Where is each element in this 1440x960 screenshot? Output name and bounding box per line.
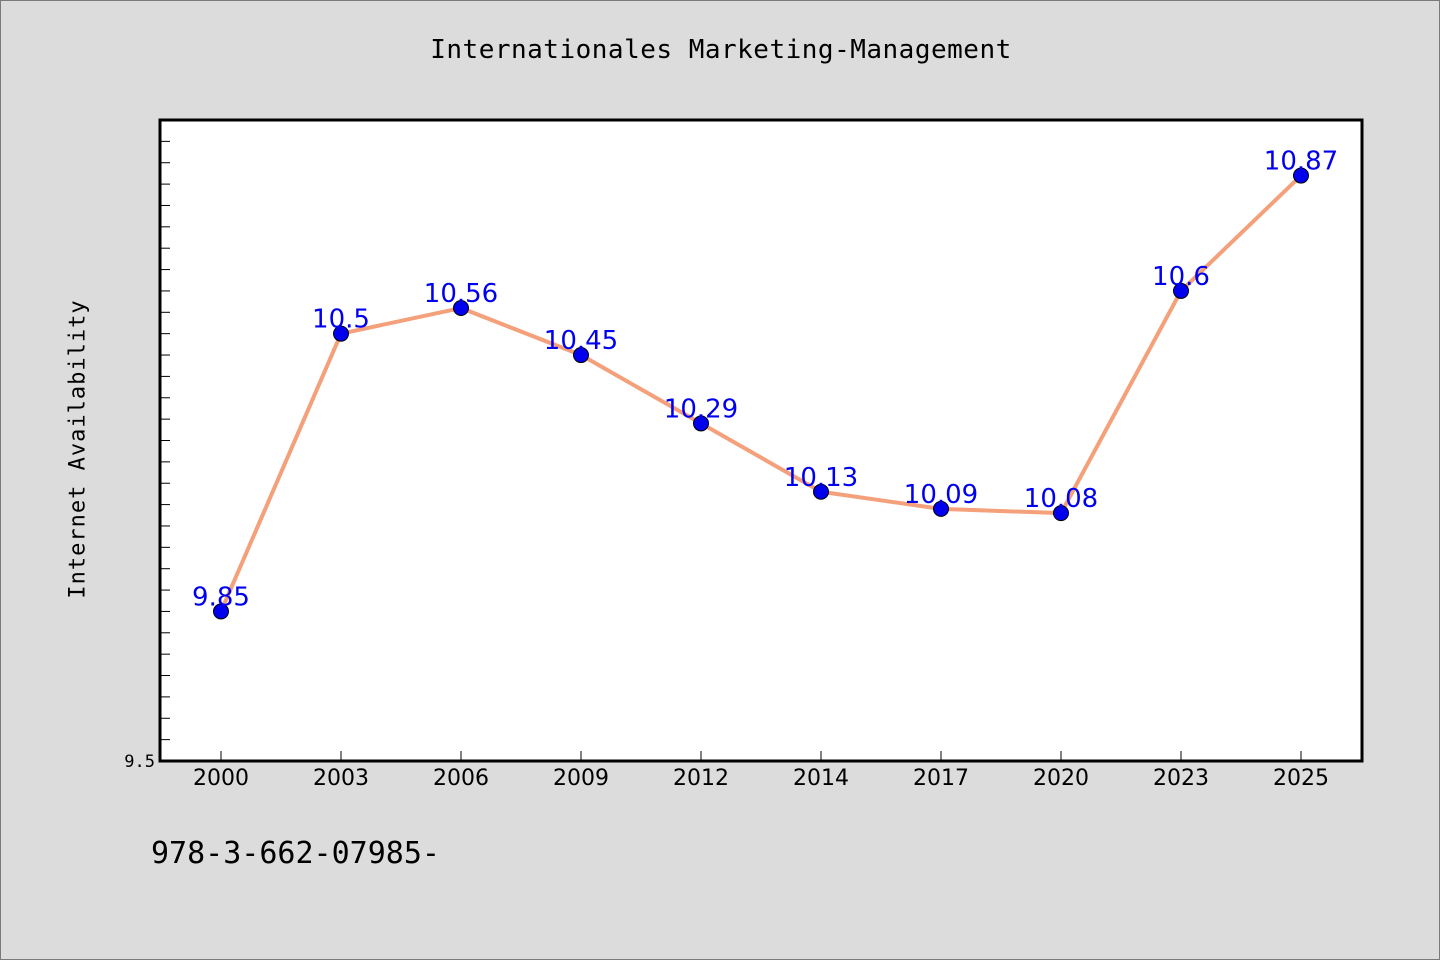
data-label: 10.29 [664,394,738,424]
data-label-layer: 9.85 10.5 10.56 10.45 10.29 10.13 10.09 10.08 10… [192,147,1338,613]
data-label: 10.6 [1152,262,1210,292]
x-tick-label: 2000 [193,766,249,791]
x-tick-label: 2012 [673,766,729,791]
data-label: 10.13 [784,463,858,493]
data-point [1173,282,1189,299]
x-axis: 2000 2003 2006 2009 2012 2014 2017 2020 2023 2025 [193,751,1329,791]
y-axis: 9.5 [124,140,170,772]
data-point [573,347,589,364]
plot-frame [158,118,1364,763]
y-tick-label: 9.5 [124,752,155,772]
series-layer [213,167,1309,620]
data-label: 10.56 [424,279,498,309]
x-tick-label: 2025 [1273,766,1329,791]
x-tick-label: 2014 [793,766,849,791]
data-point [453,300,469,317]
data-point [813,483,829,500]
data-label: 10.87 [1264,147,1338,177]
x-tick-label: 2023 [1153,766,1209,791]
data-label: 10.08 [1024,484,1098,514]
x-tick-label: 2006 [433,766,489,791]
data-label: 10.45 [544,326,618,356]
data-point [933,500,949,517]
data-label: 10.5 [312,305,370,335]
x-tick-label: 2017 [913,766,969,791]
data-point [213,603,229,620]
footnote: 978-3-662-07985- [151,836,440,871]
data-point [1293,167,1309,184]
data-label: 9.85 [192,582,250,612]
x-tick-label: 2003 [313,766,369,791]
data-point [693,415,709,432]
data-label: 10.09 [904,480,978,510]
data-point [1053,505,1069,522]
x-tick-label: 2020 [1033,766,1089,791]
data-point [333,325,349,342]
x-tick-label: 2009 [553,766,609,791]
chart-title: Internationales Marketing-Management [430,35,1012,65]
series-line [219,173,1303,614]
